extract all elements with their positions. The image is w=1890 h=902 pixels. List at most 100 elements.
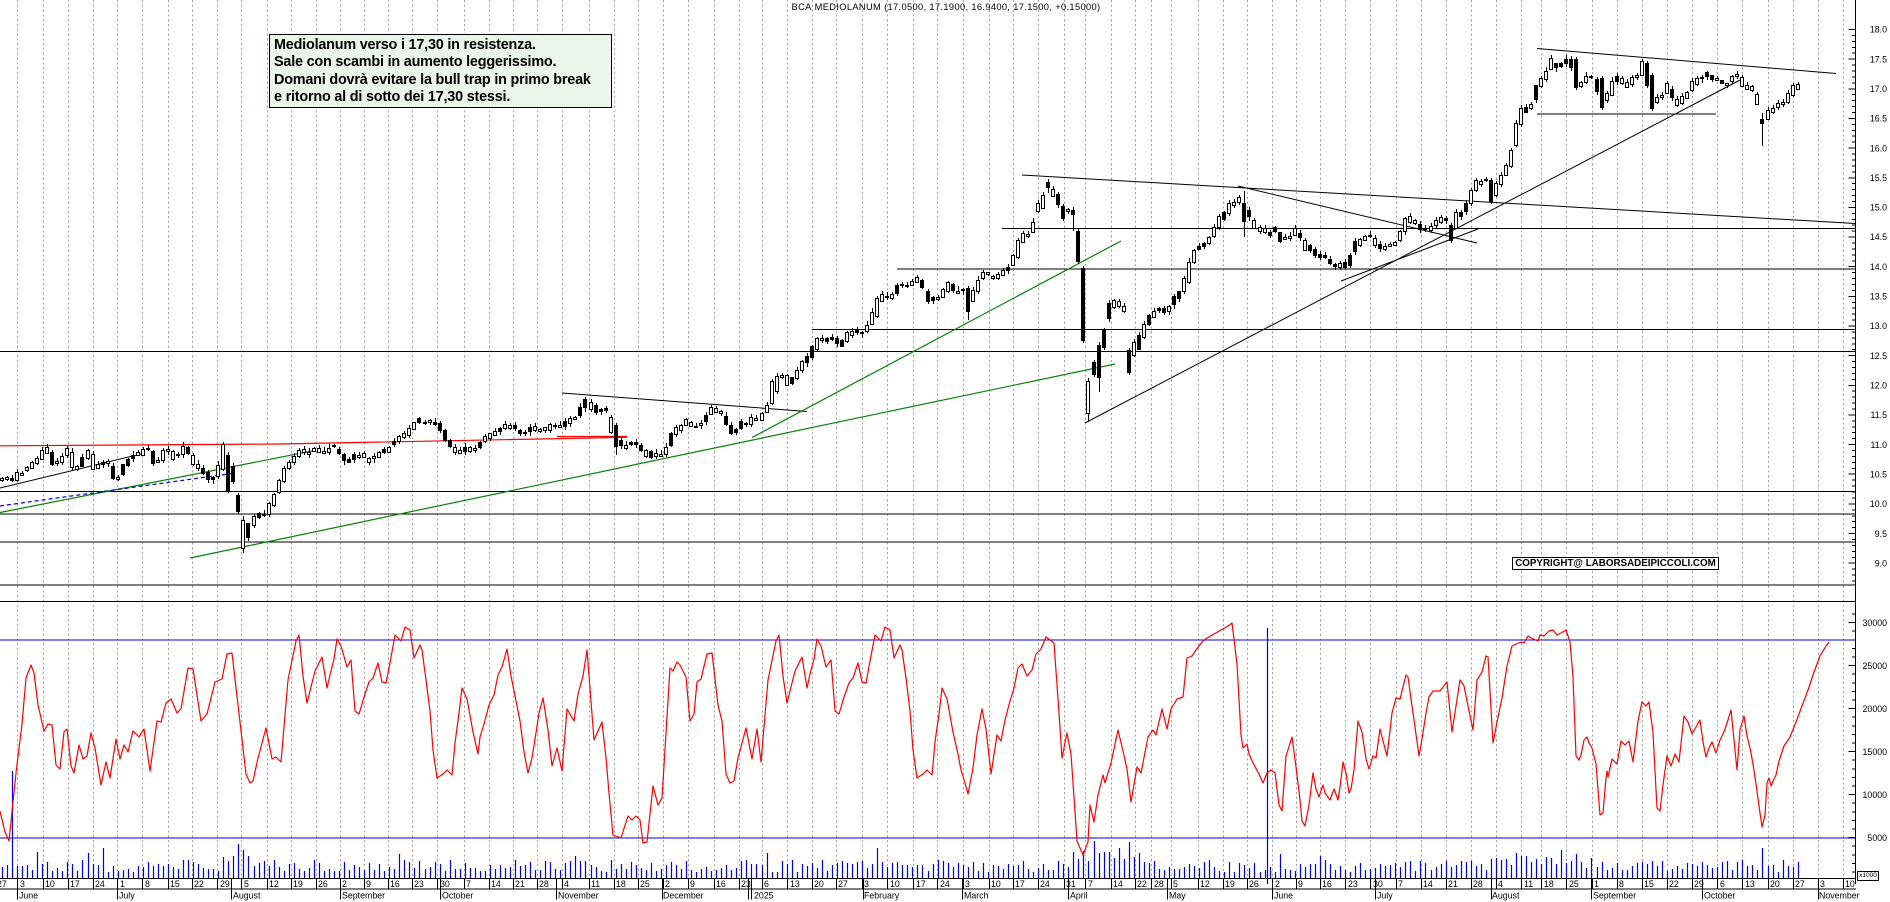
svg-text:16.5: 16.5 — [1870, 114, 1887, 124]
svg-text:June: June — [19, 891, 38, 901]
svg-text:July: July — [1377, 891, 1393, 901]
svg-text:16: 16 — [390, 879, 400, 889]
svg-text:1: 1 — [120, 879, 125, 889]
svg-text:18: 18 — [616, 879, 626, 889]
svg-text:9.5: 9.5 — [1875, 529, 1887, 539]
svg-text:August: August — [1492, 891, 1520, 901]
svg-text:September: September — [1593, 891, 1636, 901]
svg-text:7: 7 — [1088, 879, 1093, 889]
svg-text:15.5: 15.5 — [1870, 173, 1887, 183]
svg-text:24: 24 — [940, 879, 950, 889]
svg-text:4: 4 — [1498, 879, 1503, 889]
svg-text:30: 30 — [1373, 879, 1383, 889]
svg-text:10: 10 — [991, 879, 1001, 889]
svg-text:15: 15 — [170, 879, 180, 889]
svg-text:26: 26 — [1249, 879, 1259, 889]
svg-text:23: 23 — [414, 879, 424, 889]
svg-text:March: March — [964, 891, 989, 901]
svg-text:June: June — [1274, 891, 1293, 901]
svg-text:21: 21 — [1448, 879, 1458, 889]
svg-text:17: 17 — [916, 879, 926, 889]
svg-text:22: 22 — [194, 879, 204, 889]
svg-text:11: 11 — [1524, 879, 1533, 889]
svg-text:9: 9 — [366, 879, 371, 889]
svg-text:5: 5 — [244, 879, 249, 889]
svg-text:26: 26 — [318, 879, 328, 889]
svg-text:5: 5 — [1173, 879, 1178, 889]
svg-text:30000: 30000 — [1863, 618, 1888, 628]
svg-text:14.0: 14.0 — [1870, 262, 1887, 272]
svg-text:24: 24 — [1040, 879, 1050, 889]
svg-text:22: 22 — [1137, 879, 1147, 889]
svg-text:12.5: 12.5 — [1870, 351, 1887, 361]
svg-text:2: 2 — [1275, 879, 1280, 889]
svg-text:8: 8 — [145, 879, 150, 889]
svg-text:22: 22 — [1669, 879, 1679, 889]
svg-text:6: 6 — [1720, 879, 1725, 889]
svg-text:13.0: 13.0 — [1870, 321, 1887, 331]
svg-text:11: 11 — [591, 879, 600, 889]
svg-text:16.0: 16.0 — [1870, 143, 1887, 153]
svg-text:10.5: 10.5 — [1870, 469, 1887, 479]
svg-text:27: 27 — [0, 879, 7, 889]
svg-text:10: 10 — [890, 879, 900, 889]
svg-text:16: 16 — [1322, 879, 1332, 889]
svg-text:15000: 15000 — [1863, 747, 1888, 757]
svg-text:16: 16 — [716, 879, 726, 889]
svg-text:October: October — [442, 891, 473, 901]
svg-text:13: 13 — [790, 879, 800, 889]
svg-text:21: 21 — [515, 879, 525, 889]
svg-text:9.0: 9.0 — [1875, 558, 1887, 568]
svg-text:17: 17 — [70, 879, 80, 889]
svg-text:3: 3 — [1820, 879, 1825, 889]
svg-text:9: 9 — [690, 879, 695, 889]
svg-text:12: 12 — [269, 879, 279, 889]
svg-text:2025: 2025 — [754, 891, 774, 901]
svg-text:25000: 25000 — [1863, 661, 1888, 671]
svg-text:27: 27 — [1795, 879, 1805, 889]
svg-text:7: 7 — [466, 879, 471, 889]
svg-text:14: 14 — [1113, 879, 1123, 889]
svg-text:27: 27 — [838, 879, 848, 889]
svg-text:28: 28 — [539, 879, 549, 889]
svg-text:3: 3 — [20, 879, 25, 889]
svg-text:July: July — [119, 891, 135, 901]
svg-text:2: 2 — [665, 879, 670, 889]
svg-text:15.0: 15.0 — [1870, 203, 1887, 213]
svg-text:December: December — [663, 891, 704, 901]
svg-text:February: February — [864, 891, 900, 901]
svg-text:November: November — [558, 891, 599, 901]
svg-text:23: 23 — [1348, 879, 1358, 889]
svg-text:3: 3 — [965, 879, 970, 889]
svg-text:11.5: 11.5 — [1871, 410, 1888, 420]
svg-text:10: 10 — [1845, 879, 1855, 889]
svg-text:25: 25 — [640, 879, 650, 889]
svg-text:5000: 5000 — [1867, 833, 1887, 843]
svg-text:November: November — [1819, 891, 1860, 901]
svg-text:23: 23 — [741, 879, 751, 889]
svg-text:14: 14 — [1423, 879, 1433, 889]
svg-text:10000: 10000 — [1863, 790, 1888, 800]
svg-text:April: April — [1070, 891, 1088, 901]
svg-text:1: 1 — [1594, 879, 1599, 889]
svg-text:14: 14 — [491, 879, 501, 889]
svg-text:31: 31 — [1066, 879, 1076, 889]
svg-text:17: 17 — [1015, 879, 1025, 889]
svg-text:17.5: 17.5 — [1870, 54, 1887, 64]
svg-text:May: May — [1169, 891, 1186, 901]
svg-text:October: October — [1704, 891, 1735, 901]
svg-text:September: September — [342, 891, 385, 901]
svg-text:8: 8 — [1619, 879, 1624, 889]
svg-text:20: 20 — [814, 879, 824, 889]
svg-text:August: August — [233, 891, 261, 901]
svg-text:12: 12 — [1200, 879, 1210, 889]
svg-text:28: 28 — [1154, 879, 1164, 889]
svg-text:29: 29 — [1694, 879, 1704, 889]
svg-text:9: 9 — [1298, 879, 1303, 889]
svg-text:11.0: 11.0 — [1871, 440, 1888, 450]
svg-text:24: 24 — [95, 879, 105, 889]
svg-text:29: 29 — [220, 879, 230, 889]
svg-text:19: 19 — [1225, 879, 1235, 889]
svg-text:15: 15 — [1644, 879, 1654, 889]
svg-text:18: 18 — [1544, 879, 1554, 889]
